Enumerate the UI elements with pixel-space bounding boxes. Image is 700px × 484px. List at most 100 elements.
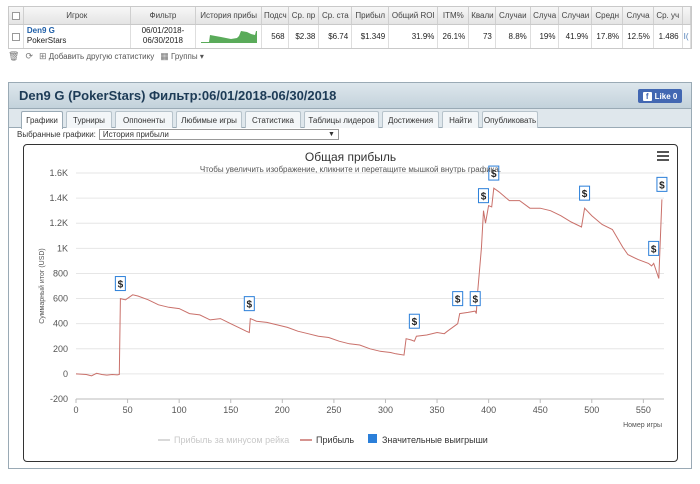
- tab-statistics[interactable]: Статистика: [245, 111, 301, 128]
- big-win-marker[interactable]: $: [488, 165, 500, 181]
- stat-cell: 12.5%: [622, 24, 654, 48]
- big-win-marker-label: $: [651, 244, 657, 255]
- trash-icon[interactable]: 🗑: [8, 50, 20, 61]
- col-header[interactable]: Случа: [530, 7, 560, 25]
- extra-cell: I(: [682, 24, 692, 48]
- big-win-marker-box: [243, 296, 255, 312]
- chart-selector-label: Выбранные графики:: [17, 130, 96, 139]
- y-tick-label: 1.4K: [49, 193, 68, 203]
- y-tick-label: 800: [53, 268, 68, 278]
- chart-title: Общая прибыль: [304, 150, 397, 164]
- profit-chart[interactable]: Общая прибыль Чтобы увеличить изображени…: [23, 144, 678, 462]
- chart-selector[interactable]: История прибыли ▼: [98, 129, 339, 140]
- avg-profit-cell: $2.38: [288, 24, 320, 48]
- big-win-marker-label: $: [455, 295, 461, 306]
- avg-part-cell: 1.486: [653, 24, 683, 48]
- legend-item[interactable]: Значительные выигрыши: [382, 435, 488, 445]
- col-header[interactable]: Подсч: [261, 7, 289, 25]
- x-tick-label: 400: [481, 405, 496, 415]
- big-win-marker[interactable]: $: [656, 176, 668, 192]
- big-win-marker-box: [648, 240, 660, 256]
- row-checkbox[interactable]: [9, 24, 24, 48]
- x-tick-label: 500: [584, 405, 599, 415]
- refresh-icon[interactable]: ⟳: [25, 50, 33, 61]
- x-tick-label: 200: [275, 405, 290, 415]
- big-win-marker[interactable]: $: [243, 296, 255, 312]
- like-label: Like 0: [654, 91, 678, 101]
- tab-search[interactable]: Найти: [442, 111, 479, 128]
- tab-leaderboards[interactable]: Таблицы лидеров: [304, 111, 379, 128]
- profit-series-line: [75, 187, 663, 377]
- groups-icon: ▦: [160, 50, 169, 61]
- big-win-marker[interactable]: $: [408, 313, 420, 329]
- groups-dropdown[interactable]: ▦ Группы ▾: [160, 51, 204, 62]
- x-tick-label: 100: [172, 405, 187, 415]
- x-axis-label: Номер игры: [623, 422, 662, 429]
- player-cell[interactable]: Den9 G PokerStars: [23, 24, 131, 48]
- col-header[interactable]: ITM%: [437, 7, 470, 25]
- table-row[interactable]: Den9 G PokerStars 06/01/2018- 06/30/2018…: [9, 24, 692, 48]
- profit-cell: $1.349: [351, 24, 390, 48]
- big-win-marker[interactable]: $: [477, 188, 489, 204]
- facebook-like-button[interactable]: f Like 0: [638, 89, 682, 103]
- stat-cell: 19%: [530, 24, 560, 48]
- col-header[interactable]: Прибыл: [351, 7, 390, 25]
- profit-sparkline[interactable]: [195, 24, 262, 48]
- col-header[interactable]: Квали: [468, 7, 496, 25]
- roi-cell: 31.9%: [388, 24, 439, 48]
- legend-item[interactable]: Прибыль за минусом рейка: [174, 435, 289, 445]
- col-header[interactable]: Средн: [591, 7, 624, 25]
- x-tick-label: 150: [223, 405, 238, 415]
- facebook-icon: f: [642, 91, 652, 101]
- big-win-marker[interactable]: $: [114, 276, 126, 292]
- big-win-marker-label: $: [491, 169, 497, 180]
- y-tick-label: -200: [50, 394, 68, 404]
- sparkline-chart: [200, 31, 257, 44]
- big-win-marker-box: [579, 185, 591, 201]
- tab-publish[interactable]: Опубликовать: [482, 111, 538, 128]
- chart-selector-row: Выбранные графики: История прибыли ▼: [17, 129, 339, 140]
- stat-cell: 41.9%: [558, 24, 593, 48]
- y-tick-label: 200: [53, 344, 68, 354]
- big-win-marker[interactable]: $: [648, 240, 660, 256]
- big-win-marker[interactable]: $: [469, 291, 481, 307]
- tab-charts[interactable]: Графики: [21, 111, 63, 129]
- col-header[interactable]: Игрок: [23, 7, 131, 25]
- table-toolbar: 🗑 ⟳ ⊞ Добавить другую статистику ▦ Групп…: [8, 49, 204, 63]
- y-tick-label: 1.6K: [49, 168, 68, 178]
- add-stats-button[interactable]: ⊞ Добавить другую статистику: [39, 51, 154, 62]
- y-axis-label: Суммарный итог (USD): [38, 248, 46, 324]
- y-tick-label: 1.2K: [49, 218, 68, 228]
- select-all-checkbox[interactable]: [9, 7, 24, 25]
- sparkline-area: [200, 31, 257, 44]
- col-header[interactable]: Случаи: [495, 7, 531, 25]
- col-header[interactable]: Ср. пр: [288, 7, 320, 25]
- col-header[interactable]: Фильтр: [130, 7, 197, 25]
- tab-opponents[interactable]: Оппоненты: [115, 111, 173, 128]
- add-stats-icon: ⊞: [38, 50, 47, 61]
- chart-subtitle: Чтобы увеличить изображение, кликните и …: [199, 165, 502, 174]
- legend-item[interactable]: Прибыль: [316, 435, 354, 445]
- tab-favorite-games[interactable]: Любимые игры: [176, 111, 242, 128]
- tab-achievements[interactable]: Достижения: [382, 111, 439, 128]
- stat-cell: 17.8%: [591, 24, 624, 48]
- col-header[interactable]: Ср. уч: [653, 7, 683, 25]
- filter-to: 06/30/2018: [142, 36, 183, 46]
- big-win-marker[interactable]: $: [452, 291, 464, 307]
- big-win-marker-label: $: [472, 295, 478, 306]
- col-header[interactable]: Ср. ста: [318, 7, 353, 25]
- tab-tournaments[interactable]: Турниры: [66, 111, 112, 128]
- col-header[interactable]: Случа: [622, 7, 654, 25]
- big-win-marker[interactable]: $: [579, 185, 591, 201]
- itm-cell: 26.1%: [437, 24, 470, 48]
- big-win-marker-label: $: [659, 180, 665, 191]
- col-header[interactable]: Общий ROI: [388, 7, 439, 25]
- hamburger-menu-icon[interactable]: [657, 151, 669, 161]
- col-header[interactable]: Случаи: [558, 7, 593, 25]
- col-header[interactable]: История прибы: [195, 7, 262, 25]
- y-tick-label: 400: [53, 319, 68, 329]
- player-name-link[interactable]: Den9 G: [26, 26, 55, 36]
- chart-plot[interactable]: -200 0 200 400 600 800 1K 1.2K 1.4K 1.6K 0 50 100 150…: [24, 145, 677, 461]
- filter-cell: 06/01/2018- 06/30/2018: [130, 24, 197, 48]
- big-win-marker-box: [656, 176, 668, 192]
